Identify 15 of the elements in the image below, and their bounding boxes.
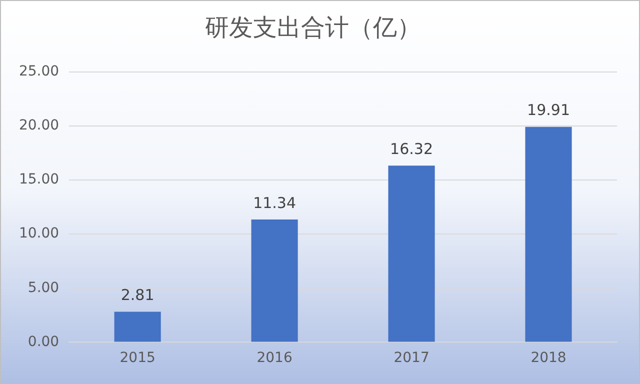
data-label: 16.32 bbox=[390, 140, 434, 158]
y-tick-label: 5.00 bbox=[28, 280, 60, 296]
chart-title: 研发支出合计（亿） bbox=[205, 14, 421, 42]
x-tick-label: 2016 bbox=[256, 350, 292, 366]
data-label: 2.81 bbox=[120, 286, 154, 304]
y-tick-label: 0.00 bbox=[28, 334, 60, 350]
y-tick-label: 15.00 bbox=[18, 172, 60, 188]
x-tick-label: 2017 bbox=[394, 350, 430, 366]
x-tick-label: 2018 bbox=[530, 350, 566, 366]
data-label: 11.34 bbox=[253, 194, 296, 212]
data-label: 19.91 bbox=[527, 101, 570, 120]
x-tick-label: 2015 bbox=[120, 350, 156, 366]
y-tick-label: 10.00 bbox=[18, 226, 60, 242]
y-tick-label: 25.00 bbox=[18, 63, 60, 80]
y-tick-label: 20.00 bbox=[18, 118, 60, 134]
